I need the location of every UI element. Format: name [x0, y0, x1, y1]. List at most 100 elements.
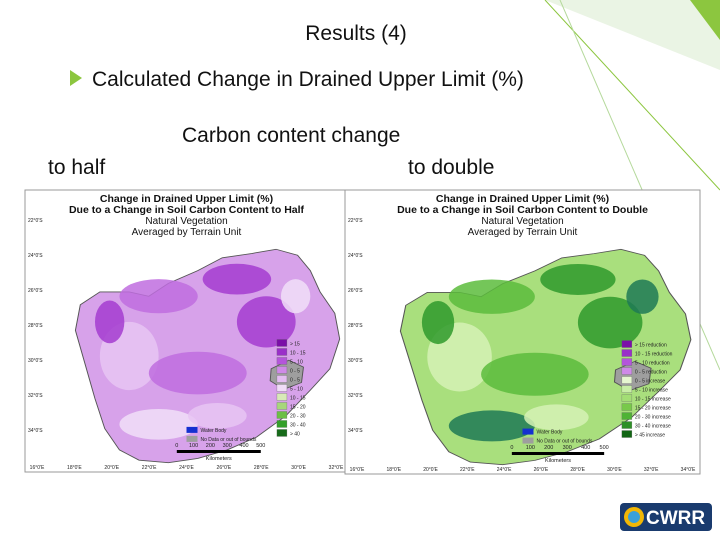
scale-label: 400	[581, 445, 590, 451]
legend-label: 10 - 15 reduction	[635, 352, 673, 358]
legend-swatch	[621, 367, 633, 375]
left-label: to half	[48, 156, 105, 179]
lat-label: 22°0'S	[348, 218, 363, 224]
land-patch	[119, 279, 198, 314]
legend-swatch	[276, 429, 288, 437]
lon-label: 16°0'E	[30, 465, 45, 471]
decor	[545, 0, 720, 70]
bullet	[70, 70, 82, 86]
legend-label: 0 - 5 reduction	[635, 370, 667, 376]
lon-label: 22°0'E	[142, 465, 157, 471]
lon-label: 18°0'E	[386, 467, 401, 473]
logo-icon	[628, 511, 640, 523]
subtitle: Calculated Change in Drained Upper Limit…	[92, 68, 524, 91]
lat-label: 30°0'S	[28, 358, 43, 364]
logo-bg	[620, 503, 712, 531]
legend-label: > 45 increase	[635, 433, 665, 439]
lat-label: 26°0'S	[348, 288, 363, 294]
scale-label: 200	[544, 445, 553, 451]
map-title: Due to a Change in Soil Carbon Content t…	[397, 204, 648, 216]
land-patch	[148, 351, 247, 395]
legend-swatch	[621, 421, 633, 429]
country	[399, 248, 692, 466]
legend-swatch	[276, 375, 288, 383]
land-patch	[187, 402, 247, 429]
legend-swatch	[276, 339, 288, 347]
legend-swatch	[276, 384, 288, 392]
map-title: Change in Drained Upper Limit (%)	[436, 193, 609, 205]
land-patch	[540, 263, 616, 295]
legend-swatch	[621, 349, 633, 357]
lon-label: 24°0'E	[497, 467, 512, 473]
land-patch	[577, 296, 643, 349]
legend-swatch	[276, 357, 288, 365]
legend-swatch	[276, 366, 288, 374]
water-swatch	[186, 426, 198, 433]
lat-label: 32°0'S	[348, 393, 363, 399]
logo: CWRR	[620, 503, 712, 531]
legend-label: 10 - 15	[290, 350, 306, 356]
water-label: Water Body	[537, 430, 563, 436]
lon-label: 22°0'E	[460, 467, 475, 473]
legend-label: 15 - 20 increase	[635, 406, 671, 412]
map: Change in Drained Upper Limit (%)Due to …	[344, 189, 701, 475]
legend-label: 5 - 10 increase	[635, 388, 668, 394]
lon-label: 24°0'E	[179, 465, 194, 471]
map-title: Averaged by Terrain Unit	[468, 227, 578, 238]
legend-label: > 40	[290, 431, 300, 437]
lon-label: 26°0'E	[534, 467, 549, 473]
lon-label: 32°0'E	[329, 465, 344, 471]
decor	[690, 0, 720, 40]
legend-swatch	[276, 420, 288, 428]
scale-unit: Kilometers	[206, 456, 232, 462]
water-swatch	[522, 428, 534, 435]
scale-bar	[511, 452, 605, 455]
legend-label: 5 - 10 reduction	[635, 361, 670, 367]
legend-label: 20 - 30 increase	[635, 415, 671, 421]
nodata-swatch	[522, 437, 534, 444]
legend-swatch	[621, 385, 633, 393]
nodata-swatch	[186, 435, 198, 442]
land-patch	[448, 410, 535, 442]
scale-label: 500	[256, 443, 265, 449]
scale-label: 400	[239, 443, 248, 449]
nodata-label: No Data or out of bounds	[537, 439, 593, 445]
legend-label: 5 - 10	[290, 386, 303, 392]
lon-label: 30°0'E	[291, 465, 306, 471]
map-title: Change in Drained Upper Limit (%)	[100, 193, 273, 205]
nodata-label: No Data or out of bounds	[201, 437, 257, 443]
lat-label: 28°0'S	[28, 323, 43, 329]
lon-label: 20°0'E	[104, 465, 119, 471]
legend-label: 10 - 15 increase	[635, 397, 671, 403]
legend-swatch	[276, 348, 288, 356]
legend-swatch	[276, 402, 288, 410]
lon-label: 18°0'E	[67, 465, 82, 471]
scale-bar	[176, 450, 261, 453]
land-patch	[421, 301, 455, 345]
lon-label: 20°0'E	[423, 467, 438, 473]
lat-label: 26°0'S	[28, 288, 43, 294]
legend-label: > 15 reduction	[635, 343, 667, 349]
caption: Carbon content change	[182, 124, 400, 147]
legend-label: 10 - 15	[290, 395, 306, 401]
maps: Change in Drained Upper Limit (%)Due to …	[24, 189, 701, 475]
scale-label: 100	[526, 445, 535, 451]
legend-label: 0 - 5 increase	[635, 379, 666, 385]
land-patch	[94, 300, 125, 344]
lon-label: 28°0'E	[254, 465, 269, 471]
land-patch	[448, 279, 535, 314]
scale-label: 0	[175, 443, 178, 449]
scale-label: 500	[600, 445, 609, 451]
lon-label: 34°0'E	[681, 467, 696, 473]
legend-label: 15 - 20	[290, 404, 306, 410]
lon-label: 30°0'E	[607, 467, 622, 473]
lat-label: 34°0'S	[348, 428, 363, 434]
scale-unit: Kilometers	[545, 458, 571, 464]
legend-swatch	[621, 376, 633, 384]
scale-label: 100	[189, 443, 198, 449]
land-patch	[119, 408, 198, 440]
water-label: Water Body	[201, 428, 227, 434]
land-patch	[202, 263, 272, 295]
lat-label: 24°0'S	[348, 253, 363, 259]
lon-label: 32°0'E	[644, 467, 659, 473]
